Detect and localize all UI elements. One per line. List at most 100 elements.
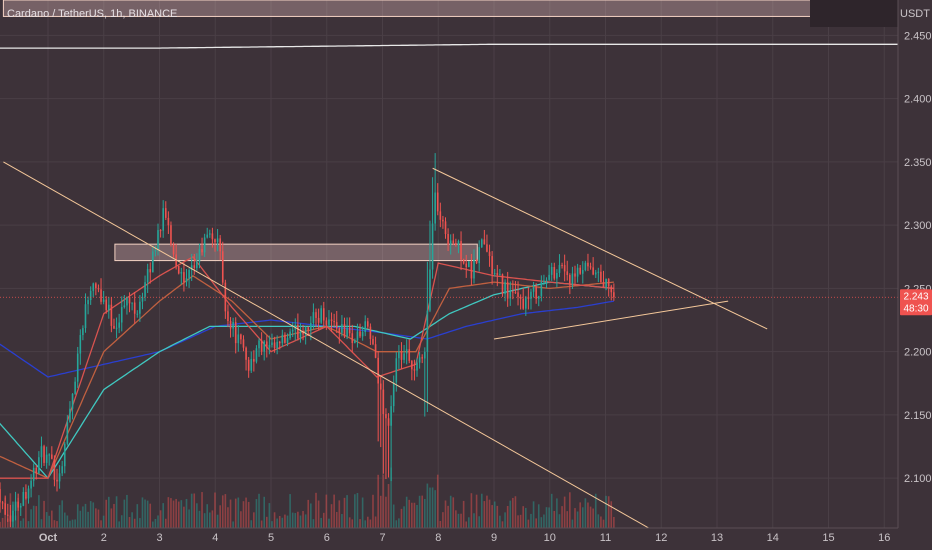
volume-bar (133, 518, 136, 528)
candle-body (315, 312, 317, 318)
volume-bar (206, 504, 209, 528)
volume-bar (76, 504, 79, 528)
candle-body (102, 299, 105, 302)
candle-body (253, 358, 255, 362)
candle-body (405, 349, 408, 354)
volume-bar (89, 501, 92, 528)
volume-bar (242, 501, 245, 528)
last-price-value: 2.243 (903, 291, 928, 302)
volume-bar (250, 520, 253, 528)
candle-body (190, 265, 193, 271)
volume-bar (589, 506, 592, 528)
last-price-badge: 2.243 48:30 (900, 289, 932, 316)
candle-body (524, 296, 527, 309)
volume-bar (126, 494, 128, 528)
candle-body (198, 248, 201, 262)
volume-bar (579, 502, 581, 528)
candle-body (43, 446, 45, 463)
candle-body (183, 272, 185, 283)
grid (0, 0, 898, 528)
volume-bar (385, 496, 387, 528)
candle-body (517, 292, 519, 297)
candle-body (602, 282, 605, 288)
candle-body (1, 502, 4, 504)
volume-bar (556, 498, 558, 528)
candle-body (600, 271, 602, 283)
candle-body (56, 479, 58, 482)
candle-body (14, 501, 17, 511)
candle-body (374, 344, 377, 358)
candle-body (584, 262, 587, 271)
volume-bar (571, 519, 574, 528)
candle-body (411, 360, 413, 370)
candle-body (310, 322, 312, 331)
candle-body (506, 282, 509, 299)
candle-body (480, 239, 483, 248)
volume-bar (278, 515, 281, 528)
volume-bar (486, 495, 488, 528)
candle-body (157, 230, 159, 250)
time-tick-label: 5 (268, 532, 274, 544)
time-axis-panel[interactable] (0, 528, 932, 550)
candle-body (203, 237, 206, 253)
volume-bar (164, 518, 167, 528)
volume-bar (543, 514, 545, 528)
candle-body (22, 491, 25, 506)
volume-bar (291, 512, 294, 528)
time-tick-label: 14 (767, 532, 779, 544)
candle-body (100, 289, 102, 302)
volume-bar (183, 506, 185, 528)
candle-body (429, 269, 431, 311)
candle-body (0, 489, 1, 503)
volume-bar (87, 511, 89, 528)
price-axis-panel[interactable] (898, 0, 932, 550)
candle-body (364, 321, 367, 333)
volume-bar (418, 495, 421, 528)
time-tick-label: Oct (39, 532, 58, 544)
candle-body (348, 327, 351, 334)
volume-bar (141, 497, 144, 528)
volume-bar (180, 500, 183, 528)
candle-body (486, 244, 488, 252)
candle-body (247, 359, 250, 371)
volume-bar (483, 501, 486, 528)
candle-body (317, 317, 320, 323)
candle-body (431, 223, 434, 270)
volume-bar (92, 502, 95, 528)
volume-bar (509, 500, 512, 528)
volume-bar (457, 513, 460, 528)
volume-bar (537, 504, 540, 528)
candle-body (413, 369, 416, 371)
candle-body (519, 296, 522, 299)
candle-body (144, 282, 146, 297)
candle-body (436, 192, 439, 212)
candle-body (346, 327, 348, 337)
candle-body (265, 341, 268, 348)
time-tick-label: 7 (379, 532, 385, 544)
volume-bar (22, 518, 25, 528)
time-tick-label: 16 (878, 532, 890, 544)
price-zone-dark-band (810, 0, 898, 27)
volume-bar (234, 498, 237, 528)
volume-bar (38, 495, 40, 528)
candle-body (255, 348, 258, 362)
candle-body (468, 261, 470, 268)
volume-bar (338, 500, 341, 528)
volume-bar (429, 487, 431, 528)
volume-bar (449, 495, 452, 528)
candle-body (136, 313, 139, 315)
volume-bar (43, 500, 45, 528)
trendline (3, 161, 651, 530)
candle-body (219, 238, 221, 252)
volume-bar (82, 506, 84, 528)
volume-bar (136, 504, 139, 528)
candle-body (447, 234, 449, 245)
volume-bar (271, 521, 273, 528)
volume-bar (297, 511, 299, 528)
candle-body (439, 211, 442, 220)
volume-bar (232, 521, 234, 528)
candle-body (27, 488, 30, 499)
volume-bar (613, 516, 615, 528)
